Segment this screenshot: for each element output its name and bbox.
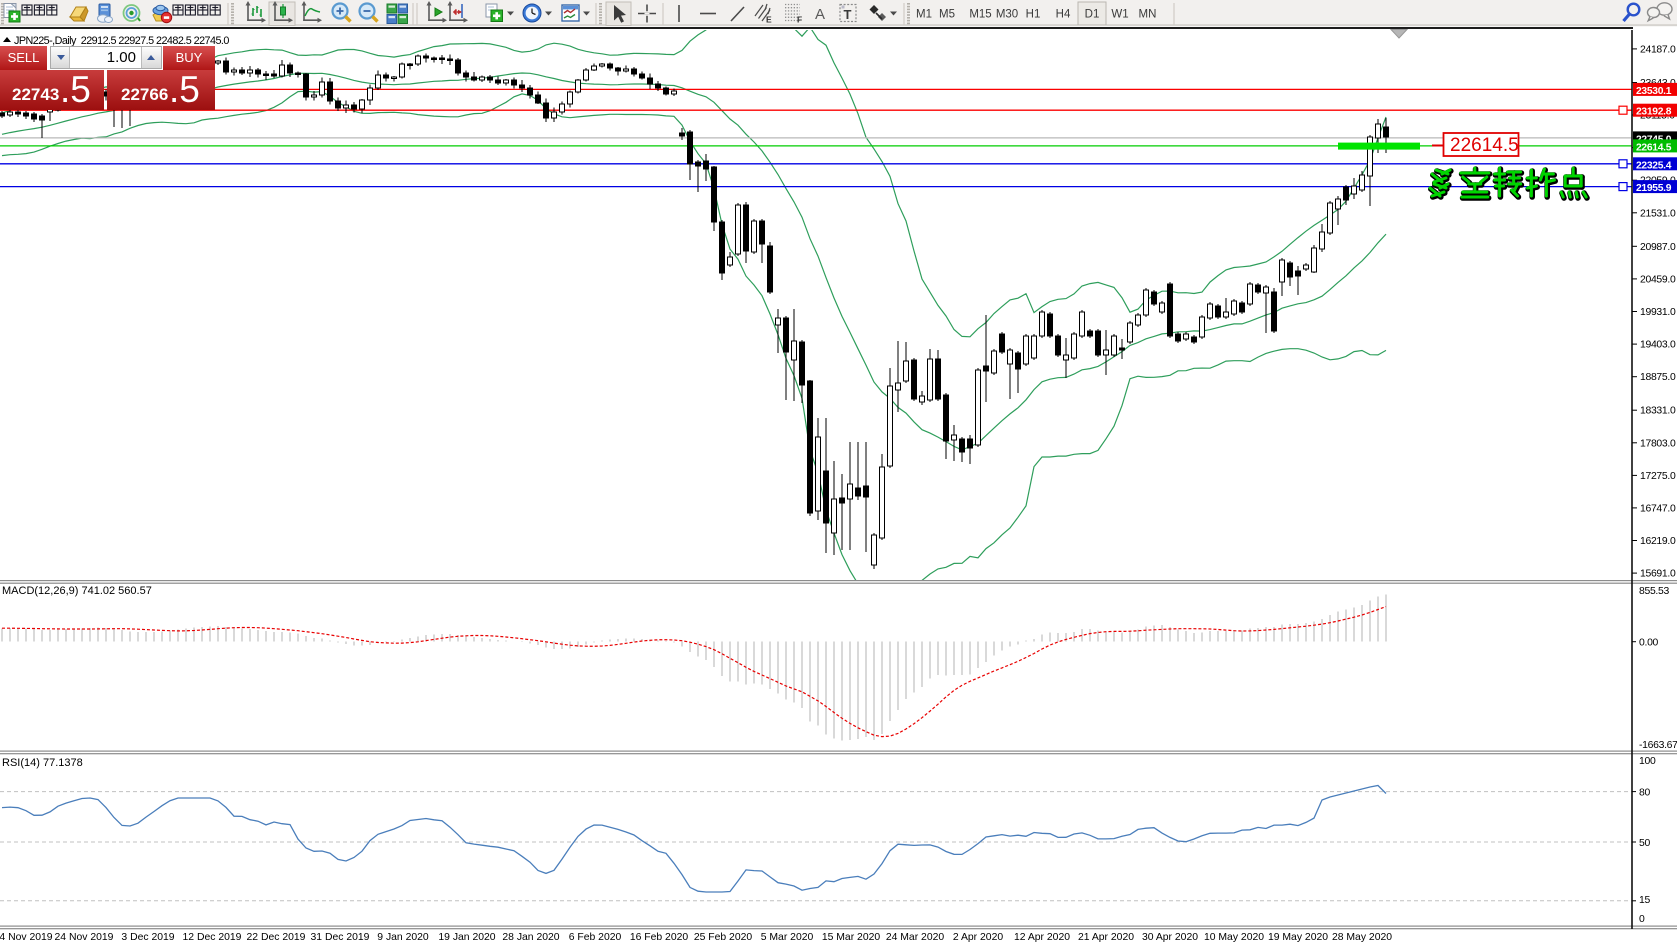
svg-text:28 May 2020: 28 May 2020	[1332, 932, 1392, 943]
svg-text:M5: M5	[939, 9, 955, 21]
svg-text:100: 100	[1639, 756, 1656, 767]
svg-text:19 Jan 2020: 19 Jan 2020	[438, 932, 495, 943]
svg-text:2 Apr 2020: 2 Apr 2020	[953, 932, 1003, 943]
svg-text:MACD(12,26,9) 741.02 560.57: MACD(12,26,9) 741.02 560.57	[2, 585, 152, 597]
svg-text:22614.5: 22614.5	[1450, 135, 1519, 156]
svg-text:16219.0: 16219.0	[1640, 536, 1676, 547]
svg-text:22614.5: 22614.5	[1636, 142, 1672, 153]
svg-text:12 Apr 2020: 12 Apr 2020	[1014, 932, 1070, 943]
svg-text:0: 0	[1639, 914, 1645, 925]
svg-text:28 Jan 2020: 28 Jan 2020	[502, 932, 559, 943]
svg-text:15: 15	[1639, 895, 1650, 906]
svg-text:JPN225-,Daily 22912.5 22927.5: JPN225-,Daily 22912.5 22927.5 22482.5 22…	[14, 35, 229, 47]
svg-text:19 May 2020: 19 May 2020	[1268, 932, 1328, 943]
svg-text:H4: H4	[1056, 9, 1071, 21]
svg-text:F: F	[797, 15, 802, 25]
svg-text:80: 80	[1639, 788, 1650, 799]
svg-text:50: 50	[1639, 838, 1650, 849]
svg-text:21955.9: 21955.9	[1636, 183, 1672, 194]
svg-text:23530.1: 23530.1	[1636, 86, 1672, 97]
svg-text:22325.4: 22325.4	[1636, 160, 1672, 171]
svg-text:9 Jan 2020: 9 Jan 2020	[377, 932, 429, 943]
svg-text:15 Mar 2020: 15 Mar 2020	[822, 932, 881, 943]
svg-text:M30: M30	[996, 9, 1018, 21]
svg-text:M15: M15	[969, 9, 991, 21]
svg-text:17803.0: 17803.0	[1640, 438, 1676, 449]
svg-text:W1: W1	[1111, 9, 1128, 21]
svg-text:M1: M1	[916, 9, 932, 21]
svg-text:31 Dec 2019: 31 Dec 2019	[311, 932, 370, 943]
svg-text:16747.0: 16747.0	[1640, 503, 1676, 514]
svg-text:855.53: 855.53	[1639, 586, 1670, 597]
svg-text:T: T	[844, 7, 852, 22]
svg-text:30 Apr 2020: 30 Apr 2020	[1142, 932, 1198, 943]
svg-text:10 May 2020: 10 May 2020	[1204, 932, 1264, 943]
svg-text:21531.0: 21531.0	[1640, 208, 1676, 219]
svg-text:-1663.67: -1663.67	[1639, 740, 1677, 751]
svg-text:RSI(14) 77.1378: RSI(14) 77.1378	[2, 757, 83, 769]
svg-text:25 Feb 2020: 25 Feb 2020	[694, 932, 753, 943]
svg-text:16 Feb 2020: 16 Feb 2020	[630, 932, 689, 943]
svg-text:MN: MN	[1139, 9, 1157, 21]
svg-text:19403.0: 19403.0	[1640, 340, 1676, 351]
svg-text:4 Nov 2019: 4 Nov 2019	[0, 932, 53, 943]
svg-text:A: A	[815, 6, 825, 23]
svg-text:21 Apr 2020: 21 Apr 2020	[1078, 932, 1134, 943]
svg-text:3 Dec 2019: 3 Dec 2019	[121, 932, 174, 943]
svg-text:12 Dec 2019: 12 Dec 2019	[183, 932, 242, 943]
svg-text:5 Mar 2020: 5 Mar 2020	[761, 932, 814, 943]
svg-text:H1: H1	[1026, 9, 1041, 21]
svg-text:18875.0: 18875.0	[1640, 372, 1676, 383]
svg-text:24187.0: 24187.0	[1640, 44, 1676, 55]
svg-text:24 Nov 2019: 24 Nov 2019	[55, 932, 114, 943]
svg-text:20987.0: 20987.0	[1640, 242, 1676, 253]
svg-text:17275.0: 17275.0	[1640, 471, 1676, 482]
svg-text:22 Dec 2019: 22 Dec 2019	[247, 932, 306, 943]
svg-text:6 Feb 2020: 6 Feb 2020	[569, 932, 622, 943]
svg-text:15691.0: 15691.0	[1640, 569, 1676, 580]
svg-text:20459.0: 20459.0	[1640, 274, 1676, 285]
svg-text:E: E	[766, 15, 772, 25]
svg-text:23192.8: 23192.8	[1636, 107, 1672, 118]
svg-text:D1: D1	[1085, 9, 1100, 21]
svg-text:24 Mar 2020: 24 Mar 2020	[886, 932, 945, 943]
svg-text:0.00: 0.00	[1639, 638, 1659, 649]
svg-text:18331.0: 18331.0	[1640, 406, 1676, 417]
svg-text:19931.0: 19931.0	[1640, 307, 1676, 318]
